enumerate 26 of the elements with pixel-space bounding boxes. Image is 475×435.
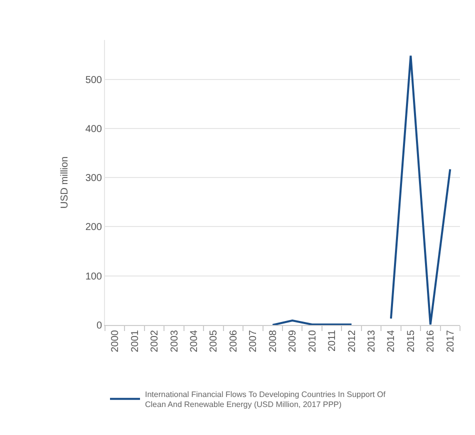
x-tick-label: 2012	[346, 330, 358, 352]
x-tick-label: 2008	[268, 330, 279, 352]
x-tick-label: 2010	[307, 330, 318, 352]
x-tick-label: 2006	[228, 330, 240, 352]
x-tick-label: 2003	[169, 330, 180, 352]
x-tick-label: 2014	[386, 330, 398, 352]
x-tick-label: 2001	[130, 330, 141, 352]
legend-label: International Financial Flows To Developing Countries In Support Of Clean And Renewable Energy (USD Million, 2017 PPP)	[145, 390, 386, 410]
y-tick-label: 300	[85, 173, 102, 184]
x-tick-label: 2005	[208, 330, 220, 352]
x-tick-label: 2000	[110, 330, 122, 352]
y-axis-title: USD million	[59, 156, 70, 209]
x-tick-label: 2013	[366, 330, 378, 352]
y-tick-label: 0	[96, 320, 102, 332]
x-tick-label: 2004	[189, 330, 200, 352]
x-tick-label: 2007	[248, 330, 260, 352]
x-tick-label: 2016	[426, 330, 437, 352]
x-tick-label: 2009	[288, 330, 299, 352]
x-tick-label: 2002	[150, 330, 161, 352]
y-tick-label: 200	[85, 222, 102, 234]
x-tick-label: 2015	[406, 330, 417, 352]
x-tick-label: 2011	[327, 330, 338, 352]
y-tick-label: 400	[85, 124, 102, 135]
y-tick-label: 500	[85, 74, 102, 86]
y-tick-label: 100	[85, 271, 102, 282]
x-tick-label: 2017	[445, 330, 456, 352]
